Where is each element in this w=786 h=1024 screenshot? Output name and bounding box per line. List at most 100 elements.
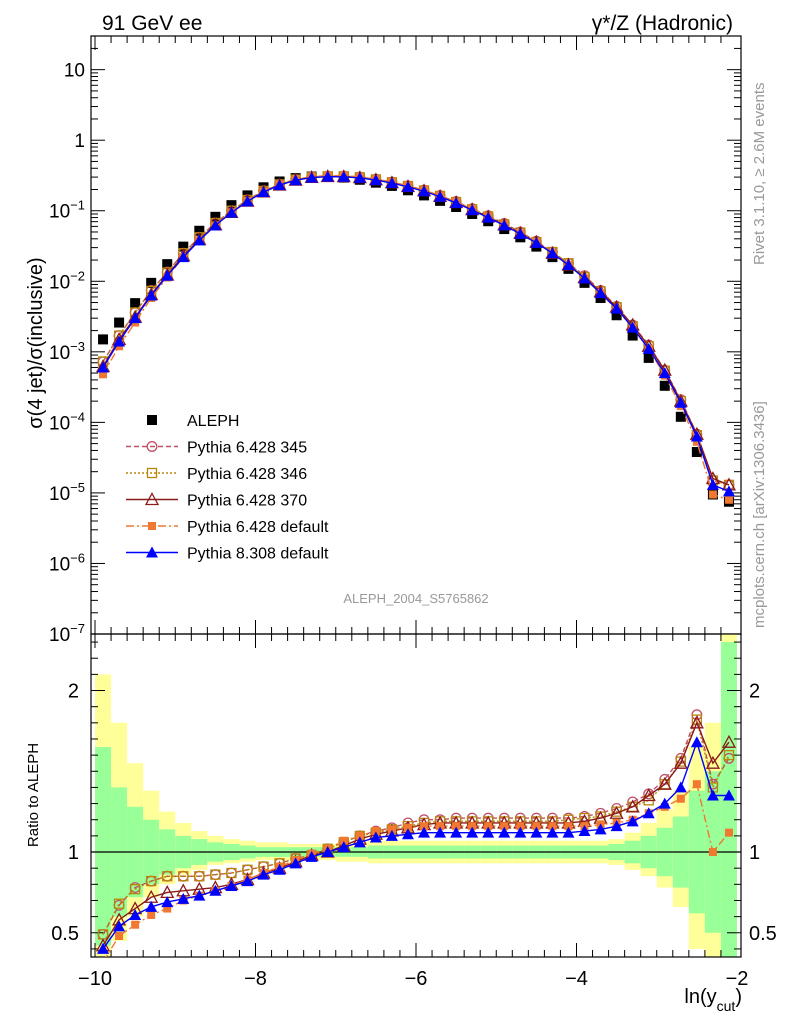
data-point <box>450 196 463 208</box>
data-point <box>114 317 125 328</box>
legend-label: Pythia 6.428 370 <box>187 493 307 510</box>
data-point <box>273 179 286 191</box>
legend-marker <box>148 522 156 530</box>
ratio-point <box>369 831 382 843</box>
ratio-point <box>420 822 429 831</box>
data-point <box>642 342 655 354</box>
ratio-point <box>436 822 445 831</box>
rivet-version-label: Rivet 3.1.10, ≥ 2.6M events <box>751 83 768 266</box>
ratio-point <box>403 823 412 832</box>
main-x-ticks <box>94 36 722 634</box>
data-point <box>178 241 189 252</box>
data-point <box>146 277 157 288</box>
data-point <box>305 171 318 183</box>
ratio-point <box>113 920 126 932</box>
y-tick-label: 10−7 <box>49 621 85 646</box>
data-point <box>145 289 158 301</box>
data-point <box>99 370 108 379</box>
ratio-y-tick-label-right: 2 <box>749 681 760 703</box>
y-tick-label: 10−3 <box>49 339 85 364</box>
legend-label: ALEPH <box>187 413 239 430</box>
data-point <box>97 361 110 373</box>
legend-marker <box>146 441 158 452</box>
uncertainty-bands <box>95 634 737 957</box>
data-point <box>130 298 141 309</box>
ratio-series <box>95 709 737 957</box>
ratio-point <box>609 805 624 819</box>
ratio-y-tick-label-right: 1 <box>749 842 760 864</box>
ratio-point <box>321 846 334 858</box>
data-point <box>466 204 479 216</box>
ratio-point <box>706 789 719 801</box>
data-point <box>209 219 222 231</box>
ratio-y-tick-label: 2 <box>68 681 79 703</box>
ratio-point <box>625 799 640 813</box>
data-point <box>194 225 205 236</box>
ratio-point <box>564 822 573 831</box>
ratio-point <box>305 850 318 862</box>
ratio-y-ticks: 0.5 0.5 1 1 2 2 <box>51 641 777 950</box>
data-point <box>353 171 366 183</box>
ratio-line <box>102 739 729 950</box>
y-tick-label: 10−4 <box>49 409 85 434</box>
ratio-point <box>516 822 525 831</box>
ratio-series-pythia-6-428-default <box>105 780 733 957</box>
legend-marker <box>144 492 160 506</box>
ratio-point <box>257 868 270 880</box>
data-point <box>643 352 654 363</box>
y-tick-label: 10−6 <box>49 550 85 575</box>
ratio-line <box>102 717 730 935</box>
analysis-label: ALEPH_2004_S5765862 <box>343 591 488 606</box>
ratio-point <box>594 823 607 835</box>
data-point <box>546 247 559 259</box>
data-point <box>706 478 719 490</box>
data-point <box>658 367 671 379</box>
series-pythia-8-308-default <box>97 170 735 497</box>
xaxis-title: ln(ycut) <box>684 986 742 1014</box>
data-point <box>210 211 221 222</box>
data-point <box>530 236 543 248</box>
ratio-x-ticks: −10 −8 −6 −4 −2 <box>78 634 748 990</box>
legend-item: Pythia 6.428 345 <box>126 440 307 457</box>
data-point <box>257 186 270 198</box>
ratio-point <box>210 869 221 880</box>
ratio-point <box>162 871 173 882</box>
ratio-point <box>129 884 141 895</box>
ratio-series-pythia-8-308-default <box>97 736 735 954</box>
x-tick-label: −4 <box>565 968 588 990</box>
ratio-point <box>194 871 205 882</box>
ratio-point <box>468 822 477 831</box>
data-point <box>610 302 623 314</box>
ratio-point <box>626 815 639 827</box>
data-point <box>161 269 174 281</box>
legend-label: Pythia 6.428 345 <box>187 440 307 457</box>
ratio-point <box>482 826 495 838</box>
main-y-ticks: 10−7 10−6 10−5 10−4 10−3 10−2 10−1 1 10 <box>49 35 741 646</box>
ratio-point <box>353 836 366 848</box>
ratio-point <box>721 734 737 748</box>
legend-item: Pythia 6.428 370 <box>126 492 307 510</box>
data-point <box>627 330 638 341</box>
data-point <box>611 310 622 321</box>
data-point <box>690 430 703 442</box>
data-point <box>401 180 414 192</box>
x-tick-label: −6 <box>405 968 428 990</box>
mcplots-label: mcplots.cern.ch [arXiv:1306.3436] <box>751 401 768 628</box>
main-panel: 10−7 10−6 10−5 10−4 10−3 10−2 10−1 1 10 <box>49 35 742 646</box>
legend-label: Pythia 8.308 default <box>187 546 329 563</box>
data-point <box>289 174 302 186</box>
ratio-point <box>371 827 380 836</box>
series-line <box>102 175 730 493</box>
ratio-point <box>723 749 735 761</box>
ratio-point <box>387 825 396 834</box>
ratio-point <box>610 820 623 832</box>
data-point <box>594 287 607 299</box>
ratio-point <box>129 909 142 921</box>
data-point <box>98 334 109 345</box>
ratio-point <box>690 736 703 748</box>
data-point <box>113 335 126 347</box>
data-point <box>241 195 254 207</box>
ratio-point <box>673 755 688 769</box>
ratio-point <box>131 920 140 929</box>
ratio-point <box>514 826 527 838</box>
